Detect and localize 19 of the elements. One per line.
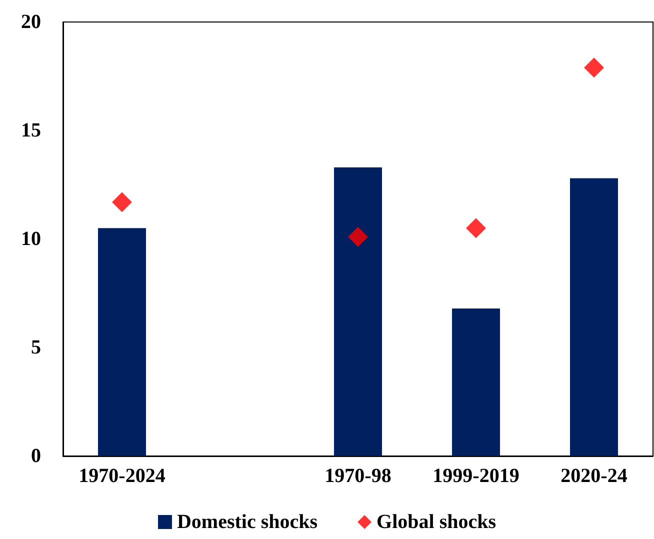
point — [348, 226, 368, 247]
y-tick-label: 20 — [21, 11, 41, 33]
y-tick-label: 15 — [21, 120, 41, 142]
bar — [334, 167, 382, 456]
bar — [570, 178, 618, 456]
point — [466, 218, 486, 238]
x-tick-label: 1970-2024 — [78, 465, 166, 487]
bar — [98, 228, 146, 456]
y-tick-label: 5 — [31, 336, 41, 358]
y-tick-label: 10 — [21, 228, 41, 250]
legend-label: Global shocks — [376, 511, 496, 533]
x-tick-label: 2020-24 — [560, 465, 628, 487]
bar — [452, 308, 500, 456]
point — [584, 58, 604, 78]
x-tick-label: 1970-98 — [324, 465, 392, 487]
point — [112, 192, 132, 212]
legend-label: Domestic shocks — [176, 511, 318, 533]
x-tick-label: 1999-2019 — [432, 465, 520, 487]
y-tick-label: 0 — [31, 445, 41, 467]
